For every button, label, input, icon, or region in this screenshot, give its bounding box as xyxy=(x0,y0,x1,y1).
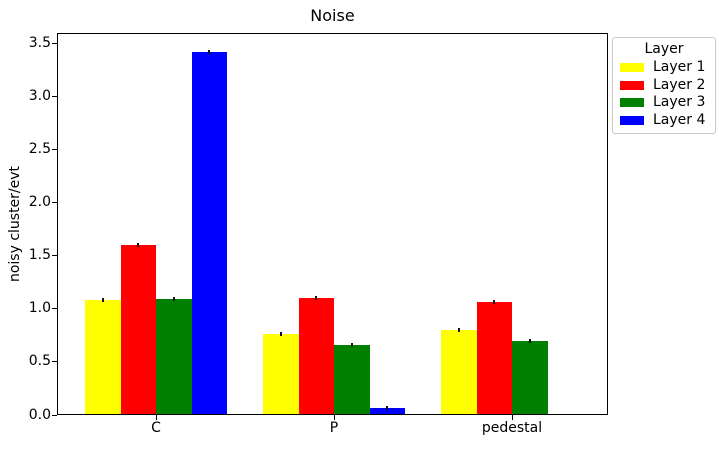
x-tick-label: C xyxy=(151,420,161,436)
bar-layer1-pedestal xyxy=(441,330,477,414)
y-tick-label: 0.0 xyxy=(28,406,51,423)
y-tick-mark xyxy=(52,149,57,151)
y-tick-label: 2.0 xyxy=(28,194,51,211)
error-bar xyxy=(101,298,104,303)
x-tick-label: pedestal xyxy=(481,420,543,436)
error-bar xyxy=(172,297,175,302)
bar-layer2-P xyxy=(298,298,334,414)
legend-swatch-layer4 xyxy=(620,116,644,126)
y-tick-mark xyxy=(52,361,57,363)
legend-swatch-layer2 xyxy=(620,80,644,90)
x-tick-mark xyxy=(511,415,513,420)
y-tick-label: 2.5 xyxy=(28,141,51,158)
error-bar xyxy=(279,332,282,337)
legend-entry: Layer 4 xyxy=(613,112,715,130)
bar-layer4-C xyxy=(191,52,227,414)
bar-layer3-C xyxy=(156,299,192,414)
y-tick-mark xyxy=(52,255,57,257)
error-bar xyxy=(457,328,460,333)
chart-title: Noise xyxy=(310,6,355,25)
plot-area xyxy=(57,33,608,415)
bar-layer3-P xyxy=(334,345,370,414)
legend-entries: Layer 1 Layer 2 Layer 3 Layer 4 xyxy=(613,59,715,129)
legend-entry-label: Layer 1 xyxy=(653,59,706,76)
legend-title: Layer xyxy=(644,41,684,57)
bar-layer4-P xyxy=(369,407,405,414)
y-tick-label: 0.5 xyxy=(28,353,51,370)
error-bar xyxy=(137,243,140,248)
y-tick-mark xyxy=(52,414,57,416)
y-axis-label: noisy cluster/evt xyxy=(7,165,23,283)
legend-swatch-layer1 xyxy=(620,63,644,73)
legend-entry-label: Layer 4 xyxy=(653,112,706,129)
bar-layer1-P xyxy=(263,334,299,414)
y-tick-mark xyxy=(52,96,57,98)
x-tick-label: P xyxy=(329,420,339,436)
error-bar xyxy=(386,405,389,410)
y-tick-mark xyxy=(52,202,57,204)
y-tick-mark xyxy=(52,43,57,45)
bar-layer1-C xyxy=(85,300,121,414)
legend-entry-label: Layer 3 xyxy=(653,94,706,111)
y-tick-label: 1.5 xyxy=(28,247,51,264)
legend-entry: Layer 1 xyxy=(613,59,715,77)
legend-entry: Layer 2 xyxy=(613,77,715,95)
x-tick-mark xyxy=(155,415,157,420)
error-bar xyxy=(208,50,211,55)
error-bar xyxy=(493,299,496,304)
error-bar xyxy=(350,343,353,348)
y-tick-mark xyxy=(52,308,57,310)
bar-layer2-pedestal xyxy=(476,301,512,414)
legend-entry-label: Layer 2 xyxy=(653,76,706,93)
error-bar xyxy=(315,296,318,301)
x-tick-mark xyxy=(333,415,335,420)
legend: Layer Layer 1 Layer 2 Layer 3 Layer 4 xyxy=(612,37,716,134)
y-tick-label: 1.0 xyxy=(28,300,51,317)
error-bar xyxy=(528,338,531,343)
y-tick-label: 3.0 xyxy=(28,88,51,105)
legend-swatch-layer3 xyxy=(620,98,644,108)
legend-entry: Layer 3 xyxy=(613,94,715,112)
y-tick-label: 3.5 xyxy=(28,35,51,52)
bar-layer3-pedestal xyxy=(512,340,548,414)
bar-layer2-C xyxy=(120,245,156,414)
